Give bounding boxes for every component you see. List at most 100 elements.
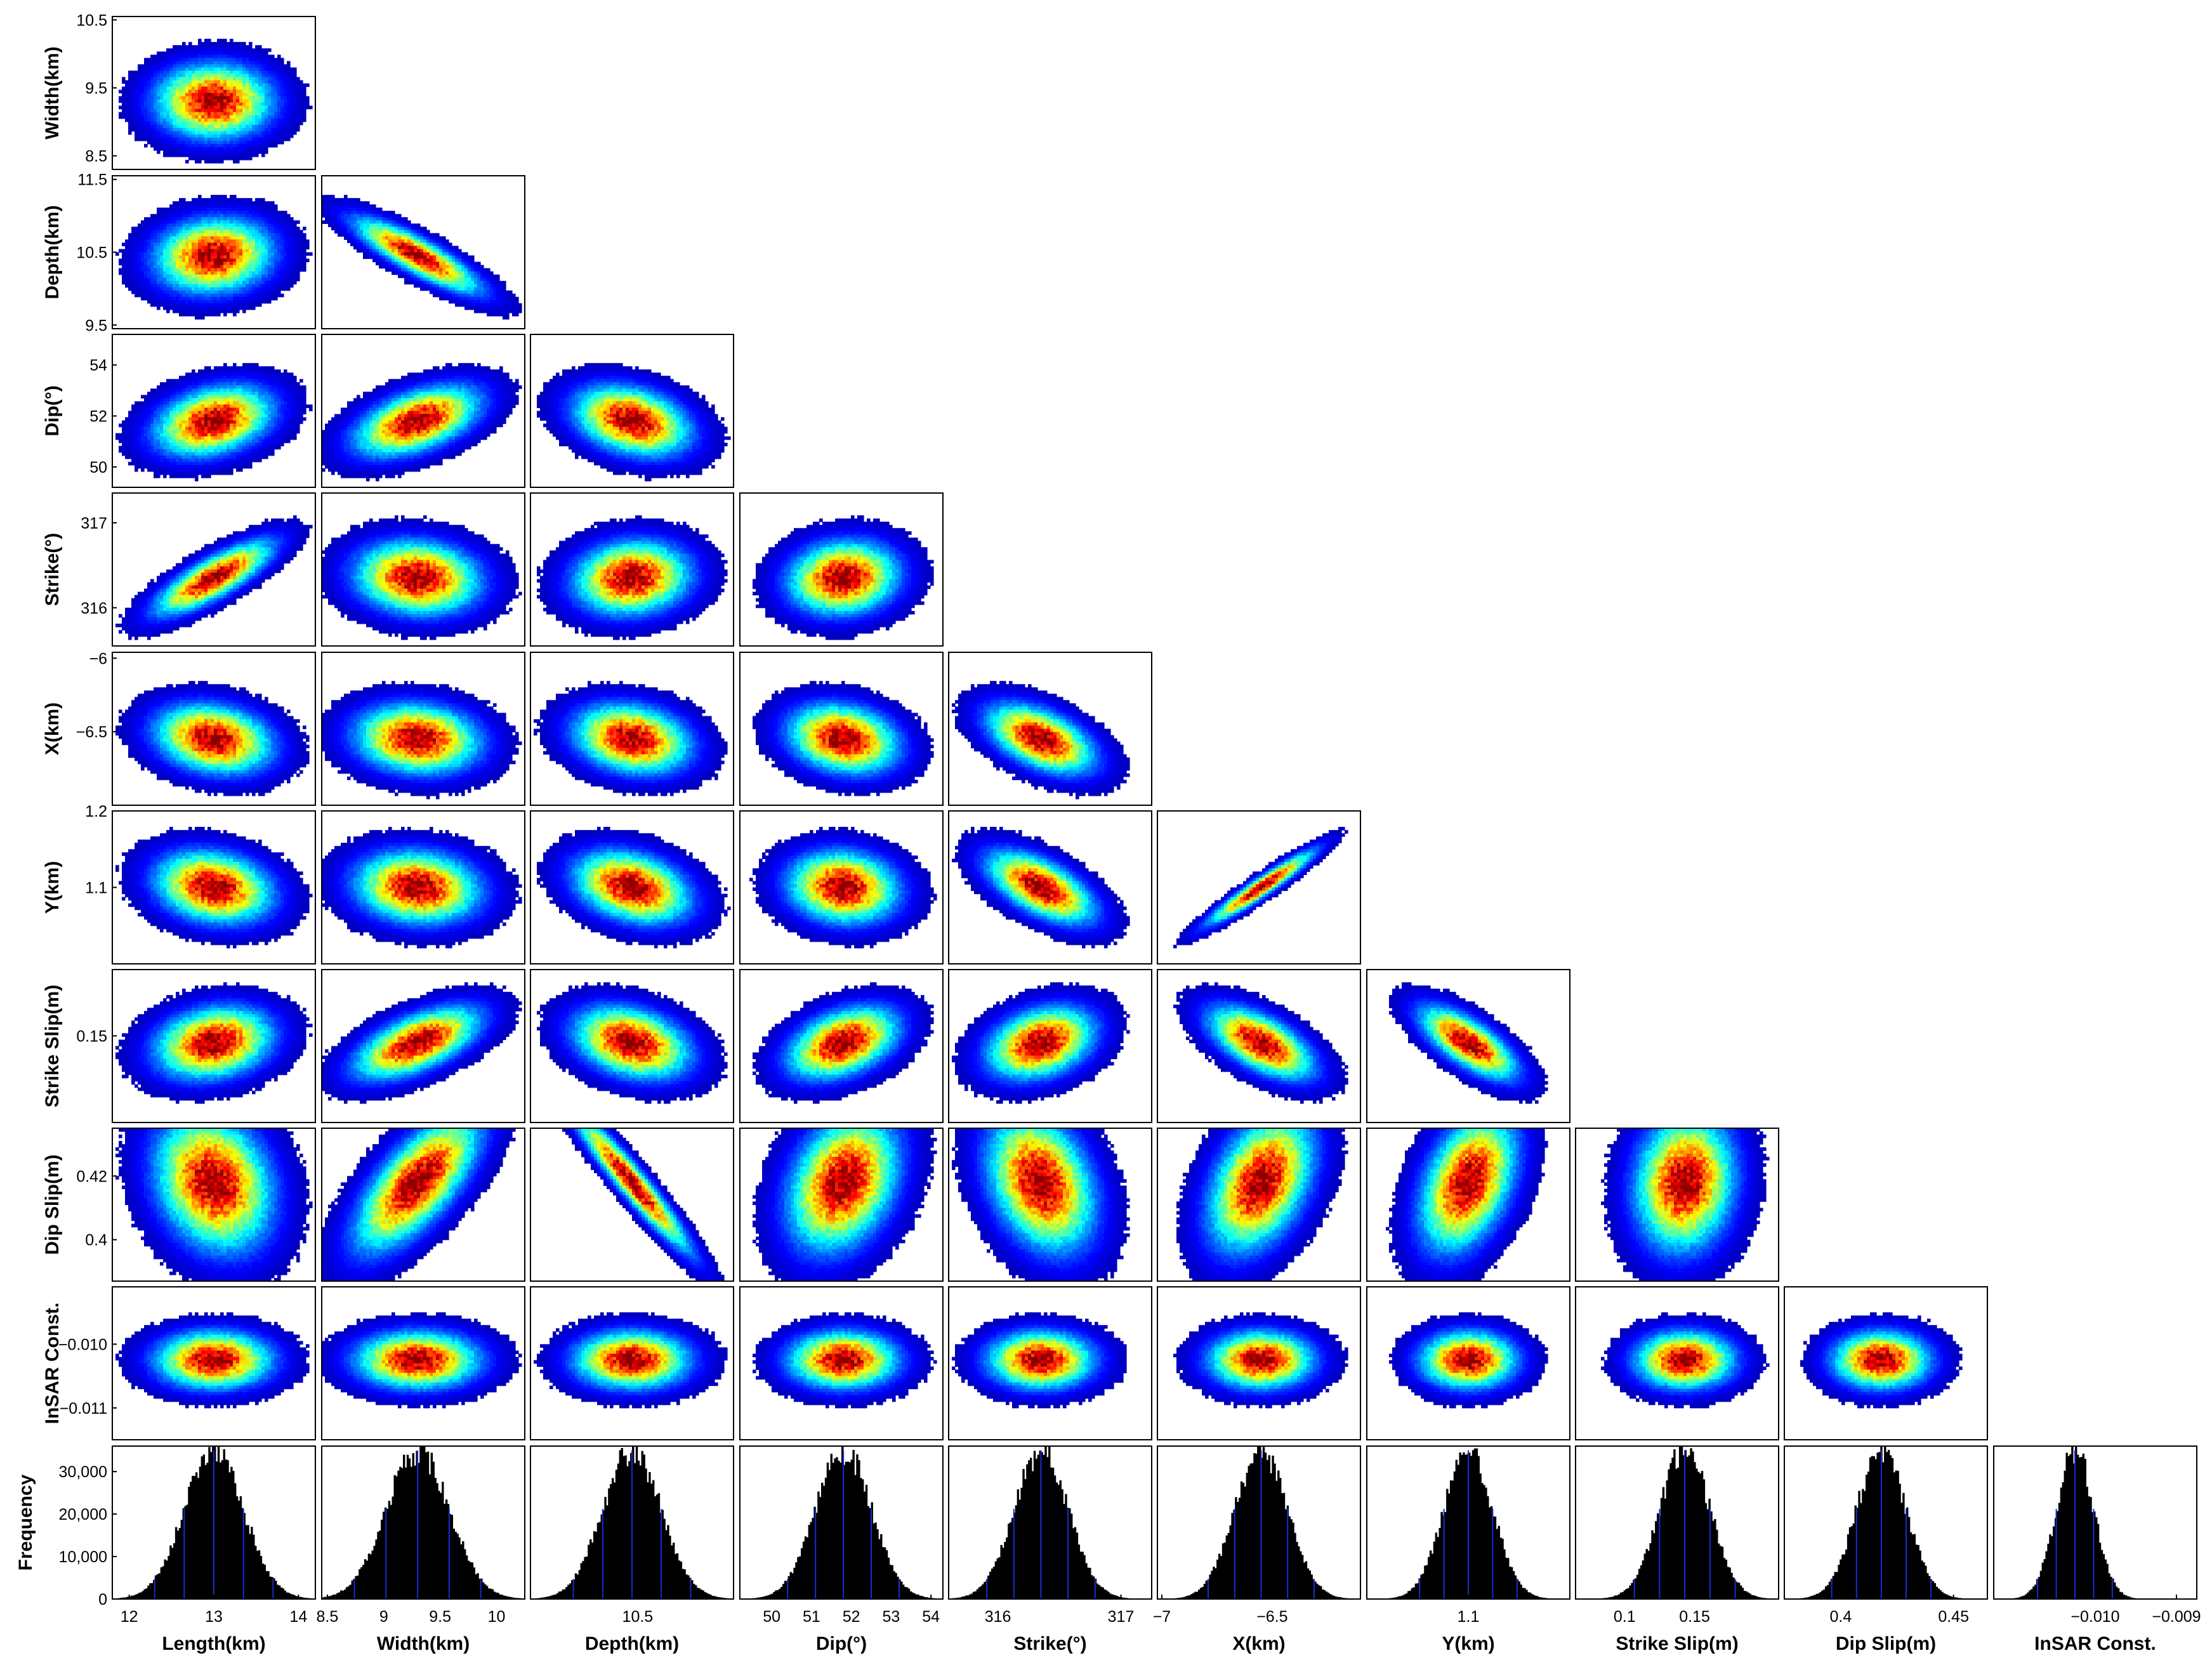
density-cell xyxy=(163,103,167,107)
density-cell xyxy=(227,100,230,103)
density-cell xyxy=(179,58,183,62)
density-cell xyxy=(204,103,208,107)
density-cell xyxy=(227,42,230,46)
density-cell xyxy=(138,64,142,68)
density-cell xyxy=(236,89,240,93)
density-cell xyxy=(188,109,192,113)
density-cell xyxy=(128,96,132,100)
density-cell xyxy=(249,58,253,62)
density-cell xyxy=(249,144,253,148)
density-cell xyxy=(135,83,138,87)
density-cell xyxy=(261,103,265,107)
density-cell xyxy=(131,109,135,113)
density-cell xyxy=(144,109,148,113)
density-cell xyxy=(150,55,154,58)
density-cell xyxy=(261,109,265,113)
density-cell xyxy=(217,150,221,154)
density-cell xyxy=(169,80,173,84)
density-cell xyxy=(211,77,214,81)
density-cell xyxy=(154,103,157,107)
density-cell xyxy=(173,112,176,116)
density-cell xyxy=(246,70,249,74)
density-cell xyxy=(214,109,218,113)
density-cell xyxy=(230,70,234,74)
density-cell xyxy=(150,115,154,119)
density-cell xyxy=(230,147,234,151)
density-cell xyxy=(157,70,161,74)
density-cell xyxy=(227,154,230,157)
density-cell xyxy=(166,48,170,52)
density-cell xyxy=(122,93,126,97)
density-cell xyxy=(135,138,138,142)
density-cell xyxy=(217,89,221,93)
density-cell xyxy=(249,141,253,145)
density-cell xyxy=(179,131,183,135)
density-cell xyxy=(185,115,189,119)
density-cell xyxy=(223,135,227,138)
density-cell xyxy=(173,61,176,65)
density-cell xyxy=(150,141,154,145)
density-cell xyxy=(182,42,186,46)
density-cell xyxy=(207,115,211,119)
density-cell xyxy=(128,128,132,132)
density-cell xyxy=(249,135,253,138)
density-cell xyxy=(242,141,246,145)
density-cell xyxy=(125,80,129,84)
density-cell xyxy=(207,119,211,122)
density-cell xyxy=(204,67,208,71)
density-cell xyxy=(166,93,170,97)
density-cell xyxy=(207,70,211,74)
density-cell xyxy=(163,58,167,62)
density-cell xyxy=(198,39,202,43)
density-cell xyxy=(217,109,221,113)
density-cell xyxy=(217,154,221,157)
density-cell xyxy=(188,100,192,103)
density-cell xyxy=(217,96,221,100)
density-cell xyxy=(122,80,126,84)
density-cell xyxy=(223,67,227,71)
density-cell xyxy=(207,122,211,126)
density-cell xyxy=(144,89,148,93)
density-cell xyxy=(227,45,230,49)
density-cell xyxy=(204,58,208,62)
density-cell xyxy=(258,61,262,65)
density-cell xyxy=(239,83,243,87)
density-cell xyxy=(173,128,176,132)
density-cell xyxy=(223,93,227,97)
density-cell xyxy=(220,141,224,145)
density-cell xyxy=(236,112,240,116)
density-cell xyxy=(230,157,234,161)
density-cell xyxy=(163,147,167,151)
density-cell xyxy=(214,70,218,74)
density-cell xyxy=(201,119,205,122)
density-cell xyxy=(233,128,237,132)
density-cell xyxy=(207,128,211,132)
density-cell xyxy=(173,106,176,110)
density-cell xyxy=(214,144,218,148)
density-cell xyxy=(261,48,265,52)
density-cell xyxy=(239,42,243,46)
density-cell xyxy=(144,67,148,71)
density-cell xyxy=(233,115,237,119)
density-cell xyxy=(144,115,148,119)
density-cell xyxy=(201,106,205,110)
density-cell xyxy=(150,112,154,116)
density-cell xyxy=(192,122,195,126)
density-cell xyxy=(201,55,205,58)
density-cell xyxy=(185,106,189,110)
density-cell xyxy=(195,109,199,113)
density-cell xyxy=(217,42,221,46)
density-cell xyxy=(128,115,132,119)
density-cell xyxy=(242,150,246,154)
density-cell xyxy=(173,83,176,87)
density-cell xyxy=(176,64,180,68)
density-cell xyxy=(217,100,221,103)
density-cell xyxy=(166,122,170,126)
density-cell xyxy=(185,119,189,122)
density-cell xyxy=(242,106,246,110)
density-cell xyxy=(201,141,205,145)
density-cell xyxy=(138,83,142,87)
density-cell xyxy=(220,64,224,68)
density-cell xyxy=(169,150,173,154)
density-cell xyxy=(255,103,259,107)
